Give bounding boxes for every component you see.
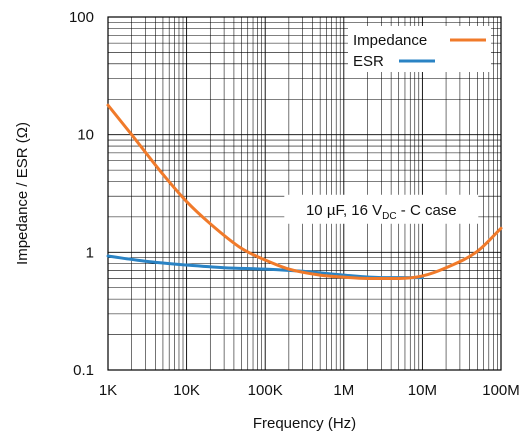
x-tick-label: 100M [482, 382, 520, 399]
y-tick-label: 100 [69, 9, 94, 26]
legend-label-impedance: Impedance [353, 32, 427, 49]
legend-label-esr: ESR [353, 53, 384, 70]
x-tick-label: 10M [408, 382, 437, 399]
plot-grid [108, 17, 501, 370]
annotation-text: 10 µF, 16 VDC - C case [306, 202, 457, 222]
annotation-subscript: DC [382, 211, 396, 222]
x-tick-label: 100K [248, 382, 283, 399]
x-axis-label: Frequency (Hz) [253, 415, 356, 432]
annotation-text-rest: - C case [397, 202, 457, 219]
plot-frame [107, 16, 502, 371]
part-annotation: 10 µF, 16 VDC - C case [284, 194, 479, 224]
annotation-box [284, 194, 479, 224]
x-tick-label: 10K [173, 382, 200, 399]
annotation-text-main: 10 µF, 16 V [306, 202, 382, 219]
y-tick-label: 0.1 [73, 362, 94, 379]
legend-box [348, 26, 491, 72]
y-tick-label: 1 [86, 244, 94, 261]
y-axis-label: Impedance / ESR (Ω) [14, 122, 31, 265]
y-tick-label: 10 [77, 127, 94, 144]
x-tick-labels: 1K 10K 100K 1M 10M 100M [99, 382, 520, 399]
series-line-impedance [106, 103, 503, 280]
x-tick-label: 1K [99, 382, 117, 399]
legend: Impedance ESR [348, 26, 491, 72]
x-tick-label: 1M [333, 382, 354, 399]
series-layer [106, 103, 503, 280]
y-tick-labels: 0.1 1 10 100 [69, 9, 94, 379]
